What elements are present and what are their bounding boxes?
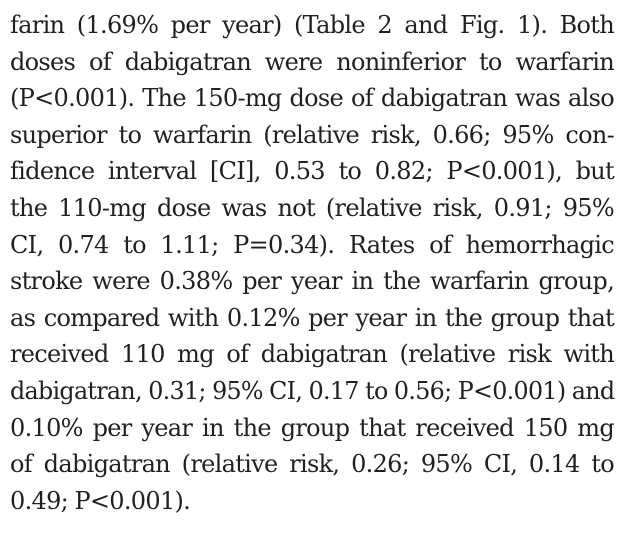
text-line: superior to warfarin (relative risk, 0.6… [10,120,615,149]
text-line: of dabigatran (relative risk, 0.26; 95% … [10,450,615,479]
text-line: received 110 mg of dabigatran (relative … [10,340,615,369]
text-line: the 110-mg dose was not (relative risk, … [10,193,615,222]
text-line: stroke were 0.38% per year in the warfar… [10,267,615,296]
body-paragraph: farin (1.69% per year) (Table 2 and Fig.… [10,7,627,519]
text-line: fidence interval [CI], 0.53 to 0.82; P<0… [10,157,615,186]
text-line: (P<0.001). The 150-mg dose of dabigatran… [10,84,615,113]
text-line: farin (1.69% per year) (Table 2 and Fig.… [10,11,615,39]
text-line: CI, 0.74 to 1.11; P=0.34). Rates of hemo… [10,230,615,259]
text-line: doses of dabigatran were noninferior to … [10,47,615,76]
text-line: 0.10% per year in the group that receive… [10,413,615,442]
text-line: as compared with 0.12% per year in the g… [10,303,615,332]
text-line: 0.49; P<0.001). [10,486,191,515]
text-line: dabigatran, 0.31; 95% CI, 0.17 to 0.56; … [10,376,615,405]
